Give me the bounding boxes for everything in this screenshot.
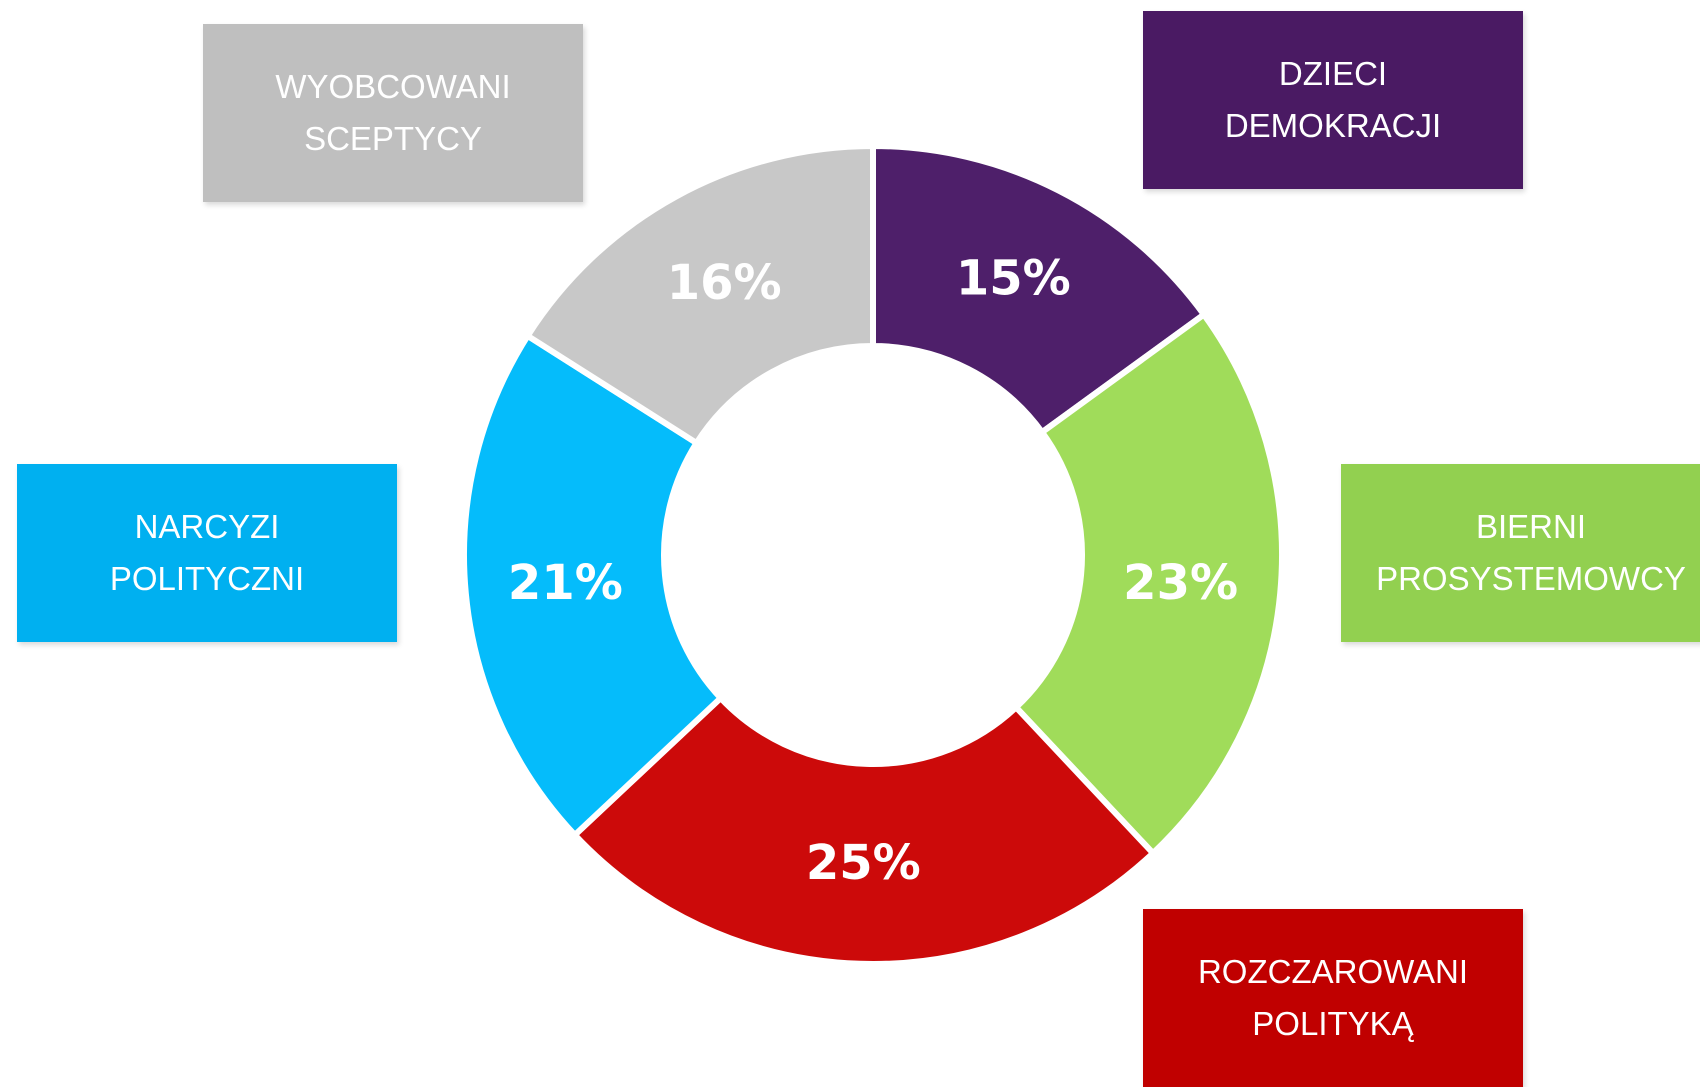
donut-segment (461, 331, 725, 840)
donut-segment (570, 693, 1158, 967)
value-label: 21% (508, 555, 623, 611)
category-box: ROZCZAROWANI POLITYKĄ (1143, 909, 1523, 1087)
value-label: 15% (956, 251, 1071, 307)
category-box: DZIECI DEMOKRACJI (1143, 11, 1523, 189)
category-label: WYOBCOWANI (275, 68, 511, 105)
category-label: NARCYZI (134, 508, 280, 545)
donut-segment (523, 142, 876, 448)
category-label: BIERNI (1475, 508, 1587, 545)
category-label: ROZCZAROWANI (1197, 953, 1469, 990)
category-label: DEMOKRACJI (1224, 107, 1442, 144)
category-box: BIERNI PROSYSTEMOWCY (1341, 464, 1700, 642)
category-label: PROSYSTEMOWCY (1376, 560, 1686, 597)
category-label: SCEPTYCY (304, 120, 482, 157)
category-label: DZIECI (1278, 55, 1388, 92)
category-label: POLITYKĄ (1252, 1005, 1414, 1042)
value-label: 16% (667, 255, 782, 311)
value-label: 23% (1123, 555, 1238, 611)
donut-segment (870, 142, 1209, 437)
category-box: NARCYZI POLITYCZNI (17, 464, 397, 642)
donut-segment (1011, 310, 1285, 858)
value-label: 25% (806, 835, 921, 891)
category-box: WYOBCOWANI SCEPTYCY (203, 24, 583, 202)
category-label: POLITYCZNI (109, 560, 305, 597)
